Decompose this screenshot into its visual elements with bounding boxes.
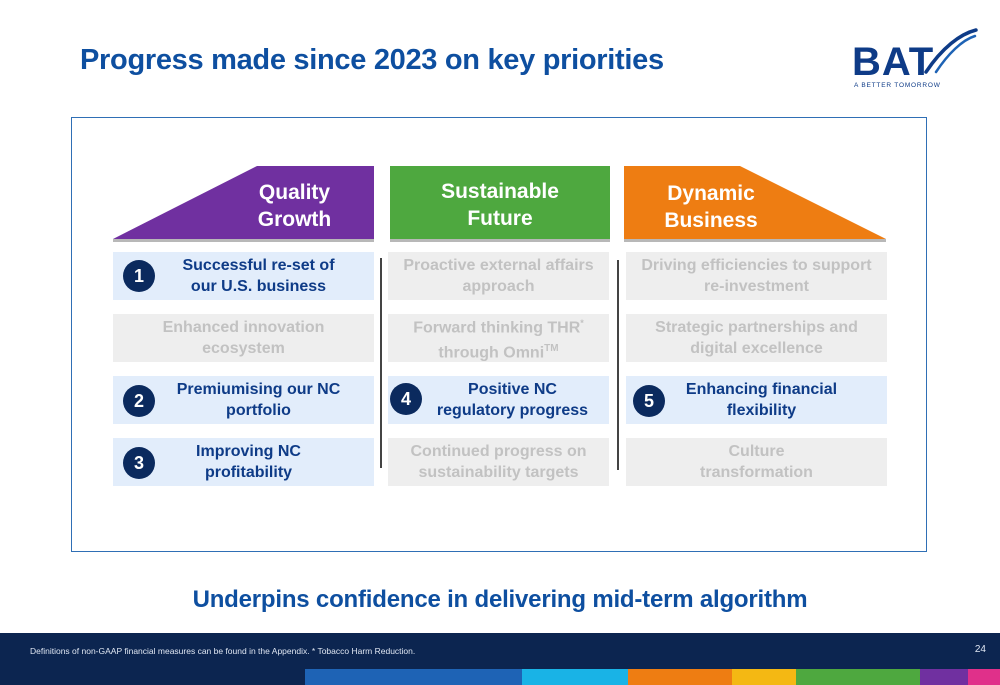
- cell-line: re-investment: [704, 278, 809, 295]
- cell-line: ecosystem: [202, 340, 285, 357]
- priority-cell-financial-flexibility: Enhancing financial flexibility 5: [626, 376, 887, 424]
- priority-number-badge: 2: [123, 385, 155, 417]
- sustainable-future-header-shadow: [390, 239, 610, 242]
- color-segment: [628, 669, 732, 685]
- logo-wordmark: BAT: [852, 40, 935, 84]
- priority-cell-nc-profitability: Improving NC profitability 3: [113, 438, 374, 486]
- title-line: Future: [467, 207, 533, 230]
- cell-line: Successful re-set of: [182, 257, 335, 274]
- color-segment: [968, 669, 1000, 685]
- logo-tagline: A BETTER TOMORROW: [854, 82, 941, 89]
- cell-line: Premiumising our NC: [176, 381, 341, 398]
- quality-growth-title: Quality Growth: [242, 179, 347, 233]
- priority-number-badge: 1: [123, 260, 155, 292]
- priority-cell-partnerships: Strategic partnerships and digital excell…: [626, 314, 887, 362]
- page-number: 24: [974, 644, 986, 655]
- priorities-panel: Quality Growth Sustainable Future Dynami…: [71, 117, 927, 552]
- cell-line: Positive NC: [468, 381, 557, 398]
- column-headers-graphic: [113, 166, 886, 242]
- column-divider: [617, 260, 619, 470]
- priority-cell-innovation: Enhanced innovation ecosystem: [113, 314, 374, 362]
- footnote-marker: *: [580, 317, 584, 328]
- cell-line: digital excellence: [690, 340, 823, 357]
- title-line: Sustainable: [441, 180, 559, 203]
- title-line: Business: [664, 209, 758, 232]
- cell-line: approach: [462, 278, 535, 295]
- sustainable-future-title: Sustainable Future: [400, 178, 600, 232]
- cell-line: Continued progress on: [410, 443, 587, 460]
- quality-growth-header-shadow: [113, 239, 374, 242]
- priority-number-badge: 3: [123, 447, 155, 479]
- trademark-marker: TM: [544, 343, 559, 354]
- color-segment: [0, 669, 305, 685]
- cell-line: Improving NC: [196, 443, 301, 460]
- priority-number-badge: 4: [390, 383, 422, 415]
- tagline: Underpins confidence in delivering mid-t…: [192, 586, 808, 613]
- priority-cell-efficiencies: Driving efficiencies to support re-invest…: [626, 252, 887, 300]
- dynamic-business-header-shadow: [624, 239, 886, 242]
- cell-line: flexibility: [726, 402, 797, 419]
- cell-line: through Omni: [438, 344, 545, 362]
- cell-line: Enhanced innovation: [162, 319, 325, 336]
- cell-line: regulatory progress: [436, 402, 589, 419]
- priority-cell-premiumising: Premiumising our NC portfolio 2: [113, 376, 374, 424]
- cell-line: portfolio: [226, 402, 291, 419]
- priority-cell-culture: Culture transformation: [626, 438, 887, 486]
- title-line: Growth: [257, 208, 332, 231]
- priority-cell-regulatory: Positive NC regulatory progress 4: [388, 376, 609, 424]
- footnote-text: Definitions of non-GAAP financial measur…: [30, 646, 416, 656]
- cell-line: our U.S. business: [190, 278, 327, 295]
- dynamic-business-header-shape: [624, 166, 886, 239]
- cell-line: Culture: [728, 443, 785, 460]
- color-segment: [920, 669, 968, 685]
- cell-line: Forward thinking THR: [413, 319, 581, 336]
- dynamic-business-title: Dynamic Business: [652, 180, 770, 234]
- color-segment: [732, 669, 796, 685]
- priority-cell-external-affairs: Proactive external affairs approach: [388, 252, 609, 300]
- column-divider: [380, 258, 382, 468]
- swoosh-icon: [924, 28, 978, 74]
- priority-number-badge: 5: [633, 385, 665, 417]
- title-line: Quality: [258, 181, 331, 204]
- priority-cell-thr-omni: Forward thinking THR* through OmniTM: [388, 314, 609, 362]
- title-line: Dynamic: [667, 182, 755, 205]
- footer-bar: Definitions of non-GAAP financial measur…: [0, 633, 1000, 669]
- cell-line: Driving efficiencies to support: [641, 257, 872, 274]
- color-segment: [522, 669, 628, 685]
- priority-cell-us-reset: Successful re-set of our U.S. business 1: [113, 252, 374, 300]
- brand-color-bar: [0, 669, 1000, 685]
- cell-line: profitability: [204, 464, 293, 481]
- bat-logo: BAT A BETTER TOMORROW: [852, 28, 978, 90]
- color-segment: [796, 669, 920, 685]
- quality-growth-header-shape: [113, 166, 374, 239]
- cell-line: Proactive external affairs: [403, 257, 594, 274]
- sustainable-future-header-shape: [390, 166, 610, 239]
- color-segment: [305, 669, 522, 685]
- cell-line: transformation: [700, 464, 813, 481]
- cell-line: Enhancing financial: [685, 381, 838, 398]
- priority-cell-sustainability-targets: Continued progress on sustainability targ…: [388, 438, 609, 486]
- cell-line: Strategic partnerships and: [655, 319, 858, 336]
- page-title: Progress made since 2023 on key prioriti…: [80, 44, 664, 76]
- cell-line: sustainability targets: [418, 464, 579, 481]
